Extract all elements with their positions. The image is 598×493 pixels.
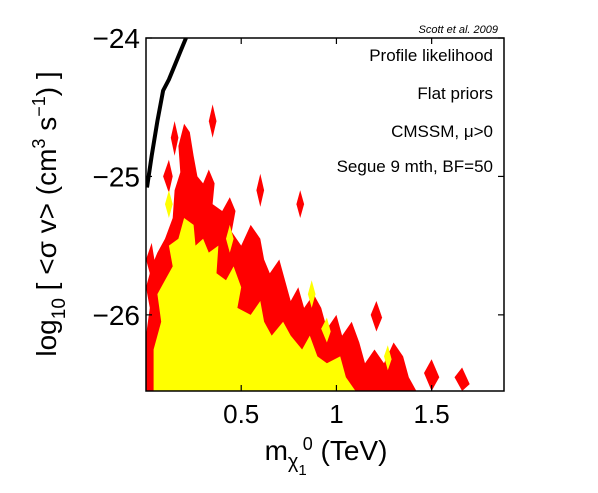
annotation-2: Flat priors [417,84,493,103]
inner-region-11 [165,190,173,218]
inner-region-12 [226,224,234,253]
inner-region-1 [153,218,356,391]
inner-region-13 [307,280,316,308]
credit-text: Scott et al. 2009 [419,24,499,36]
annotation-3: CMSSM, μ>0 [391,122,493,141]
y-axis-label: log10 [ <σ v> (cm3 s−1) ] [29,71,70,356]
inner-region-14 [384,345,392,371]
outer-region-10 [370,301,383,332]
x-axis-label-sup: 0 [303,434,313,454]
y-axis-label-sup1: 3 [29,139,49,149]
outer-region-8 [424,359,440,391]
cross-section-curve [146,38,188,188]
x-axis-label-main: m [265,435,288,466]
inner-region-15 [321,317,331,343]
x-axis-label: mχ1 0 (TeV) [265,434,388,479]
outer-region-3 [208,104,217,138]
plot-frame [145,37,505,392]
y-tick-label: −26 [93,300,141,331]
x-tick-label: 1.5 [414,399,450,429]
y-axis-label-sub: 10 [49,298,70,319]
outer-region-4 [163,159,173,193]
outer-region-5 [256,173,265,207]
y-axis-label-body3: ) ] [31,71,62,96]
y-axis-label-body1: [ <σ v> (cm [31,149,62,299]
annotation-4: Segue 9 mth, BF=50 [337,157,493,176]
annotation-1: Profile likelihood [369,46,493,65]
x-axis-label-unit: (TeV) [313,435,388,466]
outer-region-6 [296,190,305,218]
cross-section-curve-layer [146,38,188,188]
x-tick-label: 1 [329,399,343,429]
outer-region-2 [170,121,179,156]
annotations: Profile likelihood Flat priors CMSSM, μ>… [337,46,493,176]
y-axis-label-sup2: −1 [29,96,49,117]
axis-ticks: 0.5 1 1.5 −24 −25 −26 [93,23,504,429]
y-tick-label: −24 [93,23,141,54]
y-axis-label-body2: s [31,117,62,139]
x-tick-label: 0.5 [223,399,259,429]
y-tick-label: −25 [93,161,141,192]
y-axis-label-main: log [31,319,62,356]
outer-region-9 [454,367,470,391]
x-axis-label-sub: χ [288,451,299,473]
likelihood-regions [146,104,470,391]
x-axis-label-subsub: 1 [298,462,306,479]
outer-region-7 [146,242,156,281]
